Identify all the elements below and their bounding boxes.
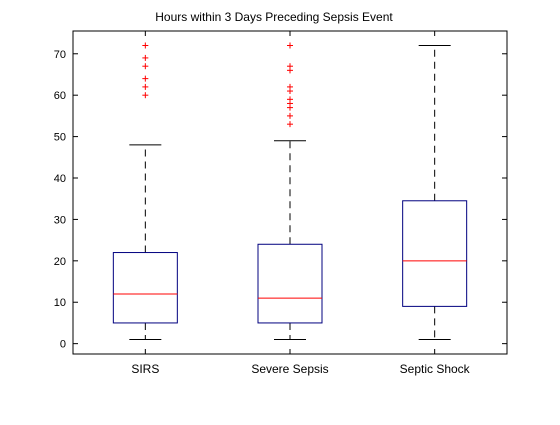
outlier-marker bbox=[287, 121, 293, 128]
outlier-marker bbox=[142, 54, 149, 61]
x-category-label: Septic Shock bbox=[400, 362, 471, 376]
plot-area: 0 10 20 30 40 50 60 70 SIRS Severe Sepsis Septic S… bbox=[54, 31, 507, 376]
chart-title: Hours within 3 Days Preceding Sepsis Eve… bbox=[155, 10, 393, 24]
y-tick-label: 30 bbox=[54, 214, 66, 226]
outlier-marker bbox=[142, 42, 149, 49]
outlier-marker bbox=[142, 63, 149, 70]
box-iqr bbox=[112, 252, 178, 324]
y-tick-label: 0 bbox=[60, 339, 66, 351]
y-tick-label: 10 bbox=[54, 297, 66, 309]
y-tick-label: 20 bbox=[54, 256, 66, 268]
y-tick-label: 60 bbox=[54, 90, 66, 102]
outlier-marker bbox=[142, 75, 149, 82]
outlier-marker bbox=[287, 83, 293, 90]
outlier-marker bbox=[287, 42, 293, 49]
outlier-marker bbox=[142, 92, 149, 99]
box-iqr bbox=[257, 243, 323, 324]
x-category-label: Severe Sepsis bbox=[251, 362, 328, 376]
outlier-marker bbox=[142, 83, 149, 90]
outlier-marker bbox=[287, 96, 293, 103]
y-tick-label: 40 bbox=[54, 173, 66, 185]
y-tick-label: 70 bbox=[54, 49, 66, 61]
axes-frame bbox=[72, 30, 508, 355]
x-category-label: SIRS bbox=[131, 362, 159, 376]
box-iqr bbox=[402, 200, 468, 307]
outlier-marker bbox=[287, 63, 293, 70]
y-tick-label: 50 bbox=[54, 132, 66, 144]
outlier-marker bbox=[287, 112, 293, 119]
